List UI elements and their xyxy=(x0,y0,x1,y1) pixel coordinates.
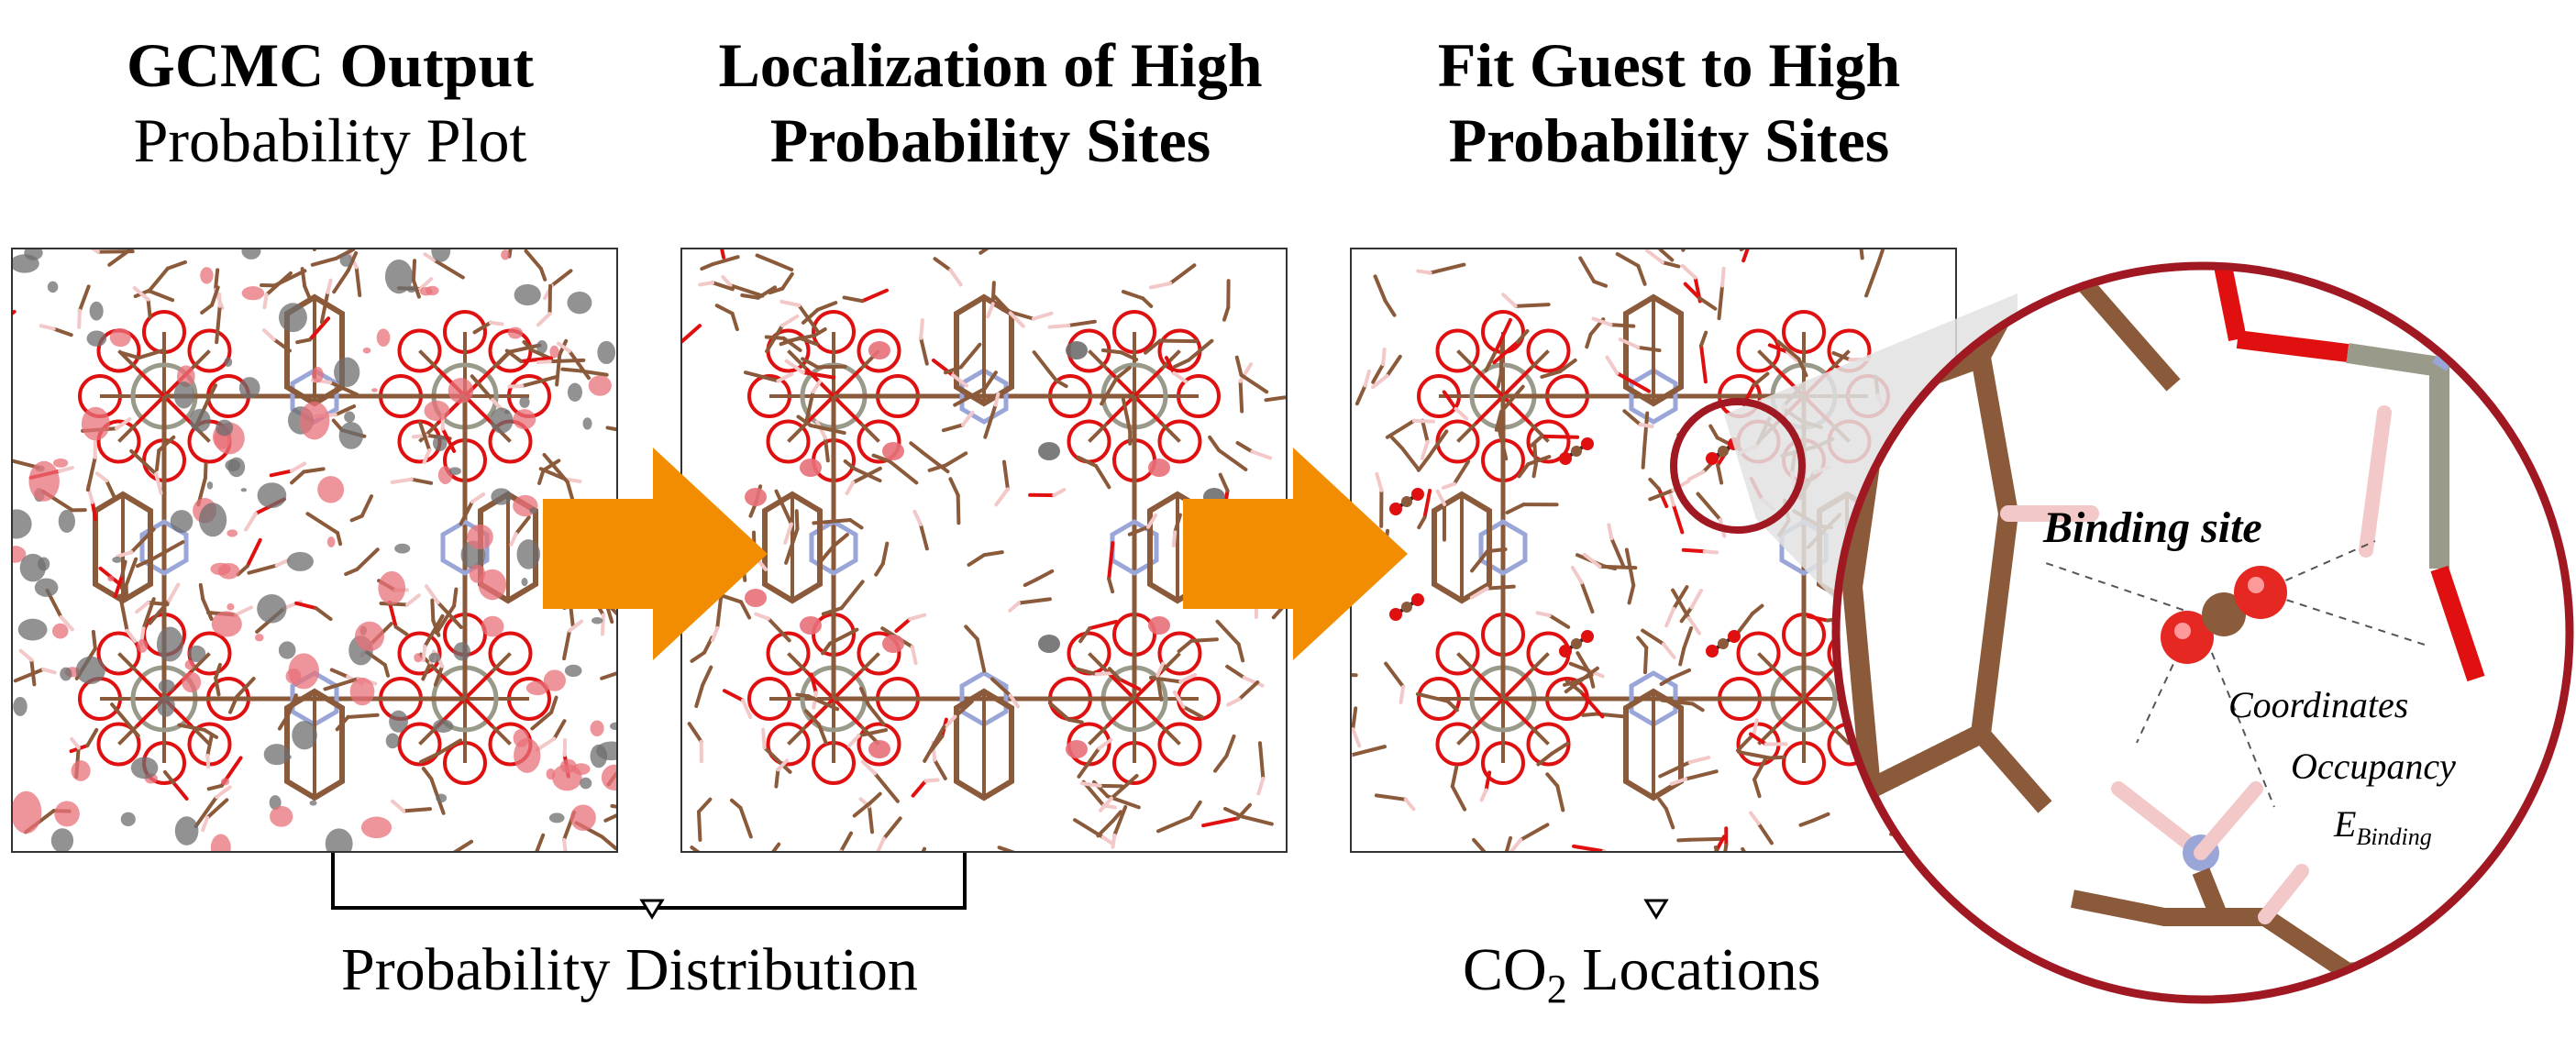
down-triangle-icon xyxy=(1643,899,1669,920)
label-probability-distribution: Probability Distribution xyxy=(341,936,918,1003)
occupancy-label: Occupancy xyxy=(2291,746,2456,787)
co2-sub: 2 xyxy=(1546,967,1567,1012)
co2-main: CO xyxy=(1463,936,1547,1003)
title-fit-guest: Fit Guest to High Probability Sites xyxy=(1357,28,1981,178)
co2-binding-molecule xyxy=(2161,566,2287,664)
binding-site-zoom xyxy=(1670,261,2574,1004)
orange-right-arrow-1 xyxy=(543,448,768,660)
label-co2-locations: CO2 Locations xyxy=(1463,935,1820,1012)
title-gcmc-bold: GCMC Output xyxy=(127,30,534,100)
energy-main: E xyxy=(2334,803,2357,845)
coordinates-label: Coordinates xyxy=(2228,684,2409,725)
down-triangle-icon xyxy=(639,899,665,920)
energy-sub: Binding xyxy=(2356,823,2432,850)
title-localization: Localization of High Probability Sites xyxy=(660,28,1321,178)
panel-probability-plot xyxy=(11,248,618,853)
title-gcmc-output: GCMC Output Probability Plot xyxy=(28,28,633,178)
title-gcmc-normal: Probability Plot xyxy=(133,105,527,175)
co2-rest: Locations xyxy=(1566,936,1821,1003)
orange-right-arrow-2 xyxy=(1183,448,1408,660)
energy-binding-label: EBinding xyxy=(2334,802,2432,851)
title-fit-guest-line1: Fit Guest to High xyxy=(1437,30,1901,100)
title-localization-line1: Localization of High xyxy=(718,30,1263,100)
title-localization-line2: Probability Sites xyxy=(769,105,1211,175)
probability-isosurfaces xyxy=(13,249,616,851)
binding-site-label: Binding site xyxy=(2043,503,2262,552)
mof-structure-probability-plot xyxy=(13,249,616,851)
title-fit-guest-line2: Probability Sites xyxy=(1448,105,1890,175)
